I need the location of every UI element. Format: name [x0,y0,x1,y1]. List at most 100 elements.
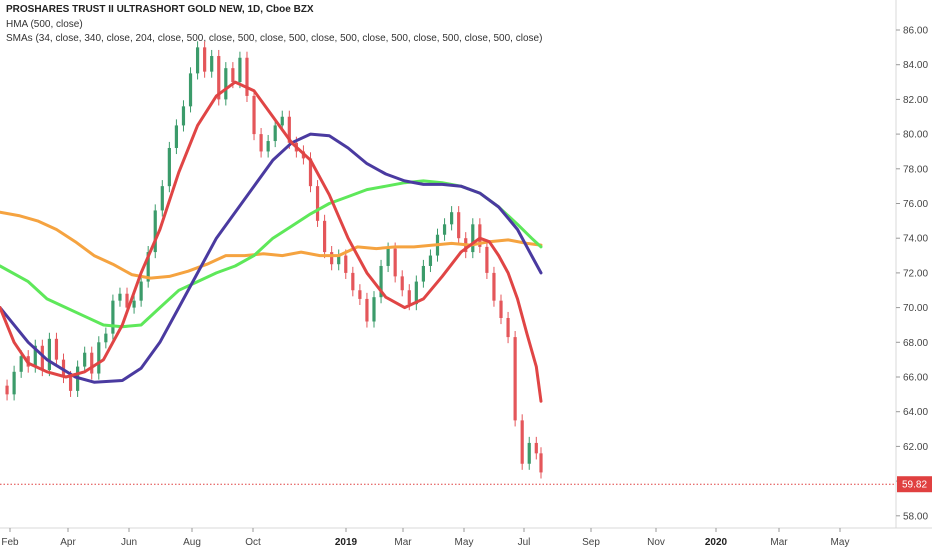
candle-body [12,371,16,395]
time-tick-label: Nov [647,537,665,548]
candle-body [203,47,207,72]
candle-body [323,220,327,253]
candle-body [492,272,496,301]
time-tick-label: 2020 [705,537,728,548]
candle-body [188,73,193,107]
time-tick-label: Jul [518,537,531,548]
candle-body [539,453,543,473]
plot-area[interactable] [0,41,896,485]
candle-body [520,420,524,464]
candle-body [407,290,411,305]
candle-body [485,246,489,273]
candle-body [414,281,418,305]
candle-body [499,300,503,319]
candle-body [47,338,51,371]
time-tick-label: Oct [245,537,261,548]
price-tick-label: 76.00 [903,199,928,210]
candle-body [245,57,249,96]
candle-body [83,352,87,367]
candle-body [19,356,23,372]
time-tick-label: Jun [121,537,137,548]
candle-body [118,293,122,301]
candles [5,41,543,479]
candle-body [351,272,355,291]
candle-body [379,265,383,298]
candle-body [442,224,447,235]
candle-body [111,300,115,334]
candle-body [287,116,291,143]
candle-body [330,252,334,265]
candle-body [139,281,143,301]
price-tick-label: 62.00 [903,442,928,453]
candle-body [167,147,171,187]
candle-body [132,300,136,308]
candle-body [315,186,320,221]
candle-body [344,255,348,273]
price-scale[interactable]: 58.0060.0062.0064.0066.0068.0070.0072.00… [895,0,932,528]
price-tick-label: 80.00 [903,130,928,141]
price-tick-label: 68.00 [903,338,928,349]
price-tick-label: 86.00 [903,26,928,37]
candle-body [90,352,94,374]
time-tick-label: May [455,537,474,548]
candle-body [153,210,157,253]
candle-body [386,248,390,266]
time-tick-label: May [831,537,850,548]
candle-body [210,56,214,72]
candle-body [506,318,510,338]
candle-body [478,224,482,247]
price-tick-label: 78.00 [903,164,928,175]
candle-body [457,212,461,239]
price-tick-label: 82.00 [903,95,928,106]
candle-body [104,333,108,343]
candle-body [358,290,362,299]
candle-body [513,337,517,421]
price-tick-label: 84.00 [903,60,928,71]
candle-body [231,68,235,83]
time-scale[interactable]: Feb Apr Jun Aug Oct 2019 Mar May Jul Sep Nov 2020 Ma… [0,527,932,548]
candle-body [40,345,44,371]
candle-body [174,125,179,148]
price-tick-label: 74.00 [903,234,928,245]
candle-body [252,95,256,135]
candle-body [372,297,376,322]
candle-body [5,385,9,395]
candle-body [428,255,433,266]
candle-body [421,265,425,282]
chart-title: PROSHARES TRUST II ULTRASHORT GOLD NEW, … [6,4,314,15]
candle-body [308,158,313,187]
time-tick-label: Sep [582,537,600,548]
candle-body [471,224,475,253]
price-tick-label: 72.00 [903,268,928,279]
candle-body [266,141,270,152]
sma-orange-line [0,210,543,280]
hma-indicator-label[interactable]: HMA (500, close) [6,19,83,30]
candle-body [534,442,538,454]
last-price-badge [897,476,932,493]
candle-body [33,345,37,367]
candle-body [259,134,263,152]
price-tick-label: 66.00 [903,373,928,384]
candle-body [54,338,59,360]
price-tick-label: 70.00 [903,303,928,314]
candle-body [393,248,397,277]
candle-body [273,125,277,142]
time-tick-label: 2019 [335,537,358,548]
sma-indicator-label[interactable]: SMAs (34, close, 340, close, 204, close,… [6,33,543,44]
time-tick-label: Apr [60,537,76,548]
hma-line [0,132,543,384]
candle-body [238,57,242,83]
candle-body [181,106,186,126]
candle-body [224,68,228,100]
time-tick-label: Mar [394,537,412,548]
last-price-label: 59.82 [902,480,927,491]
candle-body [160,186,164,211]
candle-body [527,442,531,464]
candle-body [97,342,101,374]
price-tick-label: 64.00 [903,407,928,418]
candle-body [125,293,129,308]
candle-body [280,116,284,126]
time-tick-label: Aug [183,537,201,548]
candle-body [68,377,73,391]
